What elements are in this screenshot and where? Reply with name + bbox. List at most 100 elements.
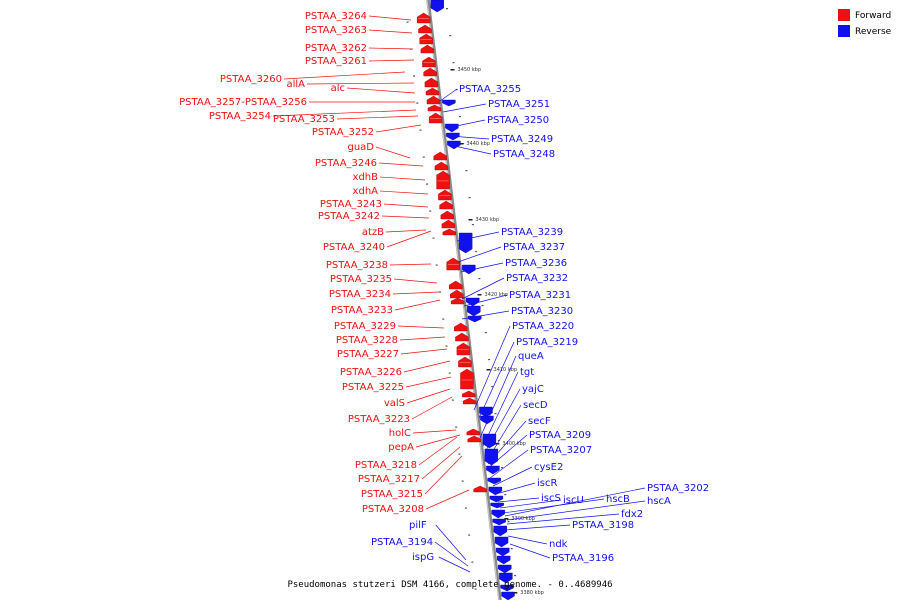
forward-gene-arrow (455, 332, 469, 342)
reverse-leader-line (487, 404, 522, 460)
reverse-leader-line (482, 371, 519, 447)
reverse-leader-line (504, 487, 646, 517)
minor-tick (435, 264, 438, 266)
reverse-gene-arrow (496, 547, 510, 557)
minor-tick (507, 521, 510, 523)
forward-gene-label-pstaa-3253: PSTAA_3253 (273, 114, 335, 125)
reverse-leader-line (487, 420, 527, 465)
reverse-gene-arrow (488, 486, 503, 496)
minor-tick (468, 197, 471, 199)
legend-reverse-swatch (838, 25, 850, 37)
minor-tick (448, 372, 451, 374)
forward-leader-line (379, 176, 426, 181)
reverse-gene-label-pstaa-3248: PSTAA_3248 (493, 149, 555, 160)
reverse-gene-arrow (462, 264, 476, 275)
forward-gene-arrow (449, 280, 463, 290)
forward-gene-arrow (462, 390, 476, 398)
reverse-leader-line (442, 103, 487, 113)
reverse-gene-label-pstaa-3220: PSTAA_3220 (512, 321, 574, 332)
reverse-gene-arrow (493, 525, 507, 537)
forward-gene-arrow (439, 200, 453, 210)
forward-gene-label-vals: valS (384, 398, 405, 409)
forward-gene-label-pstaa-3262: PSTAA_3262 (305, 43, 367, 54)
minor-tick (464, 507, 467, 509)
reverse-gene-label-pstaa-3232: PSTAA_3232 (506, 273, 568, 284)
reverse-leader-line (507, 535, 548, 545)
minor-tick (449, 35, 452, 37)
major-tick (477, 294, 482, 296)
forward-gene-arrow (416, 12, 431, 24)
kbp-tick-label: 3420 kbp (485, 292, 509, 298)
forward-gene-arrow (428, 112, 443, 124)
reverse-leader-line (489, 449, 529, 479)
forward-leader-line (272, 109, 417, 117)
reverse-gene-arrow (487, 477, 501, 485)
minor-tick (413, 75, 416, 77)
forward-gene-arrow (456, 342, 471, 356)
forward-gene-arrow (426, 95, 441, 105)
reverse-gene-arrow (490, 502, 504, 509)
reverse-leader-line (479, 355, 517, 439)
forward-gene-label-holc: holC (389, 428, 411, 439)
reverse-gene-arrow (442, 99, 456, 107)
reverse-gene-arrow (494, 536, 509, 548)
reverse-gene-label-pstaa-3249: PSTAA_3249 (491, 134, 553, 145)
minor-tick (406, 21, 409, 23)
forward-gene-label-pstaa-3238: PSTAA_3238 (326, 260, 388, 271)
forward-leader-line (421, 446, 461, 480)
forward-leader-line (368, 29, 413, 34)
forward-gene-label-atzb: atzB (362, 227, 384, 238)
reverse-gene-label-pstaa-3230: PSTAA_3230 (511, 306, 573, 317)
reverse-leader-line (478, 341, 515, 419)
forward-gene-label-guad: guaD (347, 142, 374, 153)
forward-leader-line (378, 162, 424, 167)
forward-gene-arrow (427, 104, 442, 112)
reverse-gene-arrow (489, 495, 504, 503)
forward-gene-label-alla: allA (286, 79, 305, 90)
reverse-leader-line (506, 500, 646, 521)
minor-tick (426, 183, 429, 185)
minor-tick (429, 210, 432, 212)
major-tick (486, 369, 491, 371)
forward-gene-label-xdhb: xdhB (353, 172, 379, 183)
reverse-leader-line (495, 482, 536, 495)
reverse-gene-label-cyse2: cysE2 (534, 462, 563, 473)
minor-tick (501, 467, 504, 469)
forward-gene-label-pepa: pepA (388, 442, 414, 453)
gene-labels: PSTAA_3264 PSTAA_3263 PSTAA_3262 PSTAA_3261… (179, 11, 709, 564)
kbp-tick-label: 3440 kbp (466, 141, 490, 147)
reverse-gene-arrow (500, 584, 514, 592)
forward-leader-line (375, 146, 411, 159)
forward-gene-arrow (418, 24, 432, 34)
forward-gene-arrow (473, 485, 487, 493)
minor-tick (484, 332, 487, 334)
reverse-gene-label-pstaa-3236: PSTAA_3236 (505, 258, 567, 269)
reverse-gene-label-pstaa-3255: PSTAA_3255 (459, 84, 521, 95)
forward-gene-arrow (438, 189, 452, 201)
forward-leader-line (411, 396, 453, 420)
reverse-gene-label-iscr: iscR (537, 478, 557, 489)
forward-gene-arrow (454, 322, 468, 332)
minor-tick (451, 399, 454, 401)
reverse-leader-line (457, 246, 502, 263)
forward-leader-line (393, 278, 438, 284)
reverse-gene-label-pstaa-3202: PSTAA_3202 (647, 483, 709, 494)
forward-gene-label-pstaa-3208: PSTAA_3208 (362, 504, 424, 515)
kbp-tick-label: 3400 kbp (502, 441, 526, 447)
forward-gene-label-alc: alc (331, 83, 345, 94)
minor-tick (474, 588, 477, 590)
reverse-gene-label-pstaa-3251: PSTAA_3251 (488, 99, 550, 110)
reverse-leader-line (449, 135, 490, 140)
major-tick (513, 592, 518, 594)
forward-gene-arrow (422, 56, 436, 68)
forward-gene-arrow (419, 33, 433, 45)
minor-tick (481, 305, 484, 307)
minor-tick (458, 116, 461, 118)
kbp-tick-label: 3390 kbp (511, 516, 535, 522)
forward-gene-label-pstaa-3264: PSTAA_3264 (305, 11, 367, 22)
forward-gene-label-pstaa-3243: PSTAA_3243 (320, 199, 382, 210)
reverse-leader-line (446, 119, 486, 129)
reverse-gene-label-fdx2: fdx2 (621, 509, 643, 520)
reverse-leader-line (435, 524, 467, 561)
